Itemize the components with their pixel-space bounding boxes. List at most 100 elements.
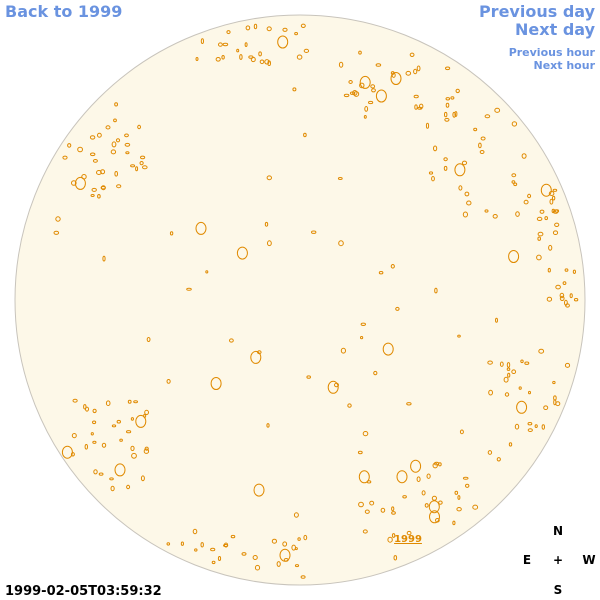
contour-layer bbox=[53, 23, 579, 579]
contour bbox=[126, 484, 131, 490]
contour bbox=[133, 400, 139, 404]
back-link[interactable]: Back to 1999 bbox=[5, 2, 122, 21]
contour bbox=[239, 54, 243, 60]
contour bbox=[432, 462, 438, 469]
solar-disk bbox=[14, 14, 586, 586]
contour bbox=[338, 240, 344, 247]
contour bbox=[81, 174, 87, 180]
contour bbox=[419, 103, 424, 109]
contour bbox=[130, 445, 135, 452]
contour bbox=[438, 462, 442, 467]
contour bbox=[511, 180, 516, 184]
contour bbox=[144, 446, 149, 451]
contour bbox=[466, 200, 472, 206]
contour bbox=[443, 165, 448, 171]
contour bbox=[433, 145, 438, 152]
contour bbox=[464, 191, 470, 197]
contour bbox=[74, 176, 86, 190]
contour bbox=[210, 547, 216, 552]
contour bbox=[114, 463, 126, 477]
contour bbox=[452, 111, 457, 118]
contour bbox=[92, 408, 97, 414]
contour bbox=[97, 132, 102, 138]
contour bbox=[229, 338, 234, 343]
contour bbox=[236, 246, 248, 260]
contour bbox=[553, 395, 557, 401]
contour bbox=[484, 209, 489, 213]
contour bbox=[70, 452, 75, 457]
contour bbox=[266, 26, 272, 32]
contour bbox=[413, 94, 419, 99]
contour bbox=[496, 457, 501, 462]
next-day-link[interactable]: Next day bbox=[515, 20, 596, 39]
contour bbox=[527, 428, 533, 433]
contour bbox=[444, 117, 450, 122]
contour bbox=[484, 114, 491, 119]
contour bbox=[343, 93, 350, 98]
contour bbox=[554, 222, 560, 228]
contour bbox=[135, 166, 139, 172]
contour bbox=[226, 30, 231, 35]
contour bbox=[520, 359, 524, 364]
contour bbox=[111, 424, 117, 428]
contour bbox=[92, 420, 97, 425]
disk-year-link[interactable]: 1999 bbox=[394, 534, 422, 545]
contour bbox=[71, 433, 77, 439]
contour bbox=[294, 564, 300, 568]
contour bbox=[253, 23, 258, 30]
contour bbox=[137, 124, 142, 130]
contour bbox=[480, 136, 486, 141]
contour bbox=[362, 431, 369, 437]
contour bbox=[506, 367, 511, 371]
contour bbox=[338, 61, 344, 68]
contour bbox=[543, 405, 549, 411]
contour bbox=[267, 240, 272, 247]
contour bbox=[110, 149, 117, 155]
contour bbox=[126, 430, 132, 434]
contour bbox=[362, 529, 368, 534]
contour bbox=[135, 414, 147, 428]
contour bbox=[211, 560, 216, 565]
contour bbox=[236, 48, 240, 53]
contour bbox=[93, 469, 98, 475]
contour bbox=[195, 221, 207, 235]
contour bbox=[119, 438, 123, 442]
contour bbox=[414, 104, 418, 110]
contour bbox=[544, 216, 549, 221]
contour bbox=[271, 538, 277, 544]
compass-north: N bbox=[553, 524, 563, 538]
contour bbox=[479, 150, 485, 154]
contour bbox=[380, 507, 386, 513]
contour bbox=[405, 70, 412, 76]
contour bbox=[410, 459, 422, 473]
contour bbox=[113, 118, 117, 123]
contour bbox=[458, 185, 463, 191]
compass-center: + bbox=[553, 553, 563, 567]
contour bbox=[111, 141, 117, 148]
contour bbox=[264, 59, 270, 65]
contour bbox=[92, 159, 98, 163]
contour bbox=[194, 548, 198, 552]
contour bbox=[116, 184, 122, 189]
contour bbox=[296, 54, 303, 60]
contour bbox=[359, 75, 371, 89]
compass-west: W bbox=[582, 553, 595, 567]
contour bbox=[534, 424, 538, 429]
contour bbox=[100, 169, 106, 175]
next-hour-link[interactable]: Next hour bbox=[534, 59, 596, 72]
contour bbox=[53, 230, 60, 235]
contour bbox=[180, 541, 184, 546]
contour bbox=[541, 424, 545, 430]
contour bbox=[90, 152, 96, 157]
contour bbox=[250, 350, 262, 364]
previous-day-link[interactable]: Previous day bbox=[479, 2, 596, 21]
previous-hour-link[interactable]: Previous hour bbox=[509, 46, 596, 59]
contour bbox=[300, 23, 306, 28]
contour bbox=[378, 271, 384, 275]
contour bbox=[96, 170, 102, 175]
contour bbox=[200, 38, 204, 44]
contour bbox=[67, 143, 72, 148]
contour bbox=[303, 48, 310, 54]
contour bbox=[300, 575, 306, 579]
contour bbox=[90, 432, 94, 436]
